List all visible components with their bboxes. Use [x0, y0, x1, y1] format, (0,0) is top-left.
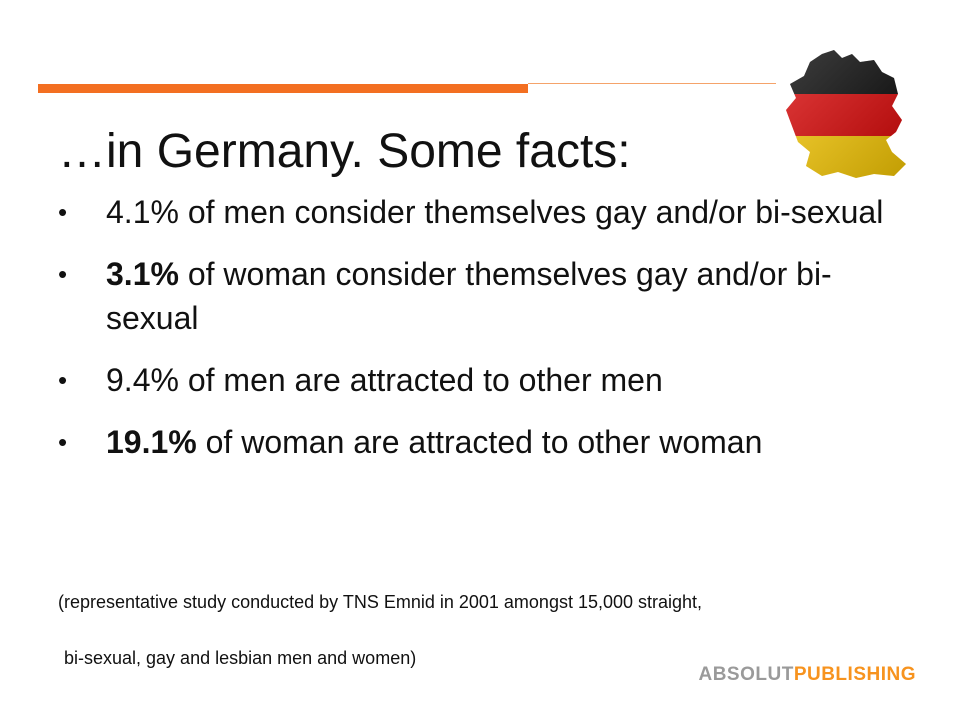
list-item: • 3.1% of woman consider themselves gay … — [58, 252, 918, 340]
brand-logo-part-2: PUBLISHING — [793, 664, 916, 685]
slide-title: …in Germany. Some facts: — [58, 125, 631, 178]
accent-rule-thick — [38, 84, 528, 93]
fact-text: 4.1% of men consider themselves gay and/… — [106, 194, 884, 230]
bullet-icon: • — [58, 259, 68, 289]
list-item: • 4.1% of men consider themselves gay an… — [58, 190, 918, 234]
accent-rule-thin — [528, 83, 776, 84]
fact-text: of woman are attracted to other woman — [196, 424, 763, 460]
list-item: • 9.4% of men are attracted to other men — [58, 358, 918, 402]
brand-logo-part-1: ABSOLUT — [698, 664, 794, 685]
list-item: • 19.1% of woman are attracted to other … — [58, 420, 918, 464]
brand-logo: ABSOLUTPUBLISHING — [698, 664, 916, 686]
germany-flag-map-icon — [786, 50, 906, 178]
bullet-icon: • — [58, 197, 68, 227]
fact-highlight: 19.1% — [106, 424, 197, 460]
fact-text: of woman consider themselves gay and/or … — [106, 256, 832, 336]
fact-highlight: 3.1% — [106, 256, 179, 292]
bullet-icon: • — [58, 427, 68, 457]
source-note-line-1: (representative study conducted by TNS E… — [58, 592, 703, 612]
bullet-icon: • — [58, 365, 68, 395]
facts-list: • 4.1% of men consider themselves gay an… — [58, 190, 918, 482]
fact-text: 9.4% of men are attracted to other men — [106, 362, 663, 398]
source-note-line-2: bi-sexual, gay and lesbian men and women… — [64, 648, 417, 668]
